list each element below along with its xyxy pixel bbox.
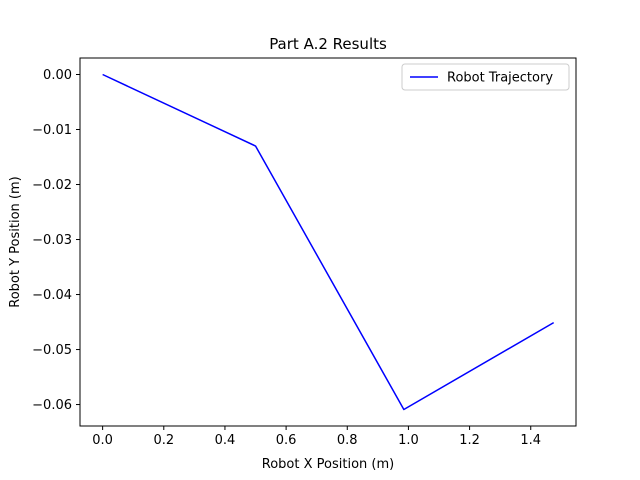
x-tick-label-4: 0.8 (337, 433, 358, 448)
x-tick-label-3: 0.6 (276, 433, 297, 448)
x-axis-label: Robot X Position (m) (262, 457, 394, 472)
chart-title: Part A.2 Results (269, 35, 387, 53)
y-tick-label-5: −0.05 (32, 343, 72, 358)
x-tick-label-0: 0.0 (92, 433, 113, 448)
x-tick-label-1: 0.2 (153, 433, 174, 448)
series-line-0 (102, 73, 555, 411)
legend-box (401, 63, 570, 91)
y-tick-label-2: −0.02 (32, 178, 72, 193)
axes-frame (79, 57, 577, 427)
y-axis-label: Robot Y Position (m) (8, 176, 23, 307)
y-tick-label-0: 0.00 (43, 68, 72, 83)
legend-label-0: Robot Trajectory (447, 71, 553, 86)
x-tick-label-5: 1.0 (398, 433, 419, 448)
y-tick-label-3: −0.03 (32, 233, 72, 248)
y-tick-label-6: −0.06 (32, 398, 72, 413)
x-tick-label-2: 0.4 (215, 433, 236, 448)
x-tick-label-7: 1.4 (520, 433, 541, 448)
x-tick-label-6: 1.2 (459, 433, 480, 448)
y-tick-label-4: −0.04 (32, 288, 72, 303)
y-tick-label-1: −0.01 (32, 123, 72, 138)
plot-layer: 0.0 0.2 0.4 0.6 0.8 1.0 1.2 1.4 0.00 −0.01 −0.02 −0… (32, 57, 577, 448)
